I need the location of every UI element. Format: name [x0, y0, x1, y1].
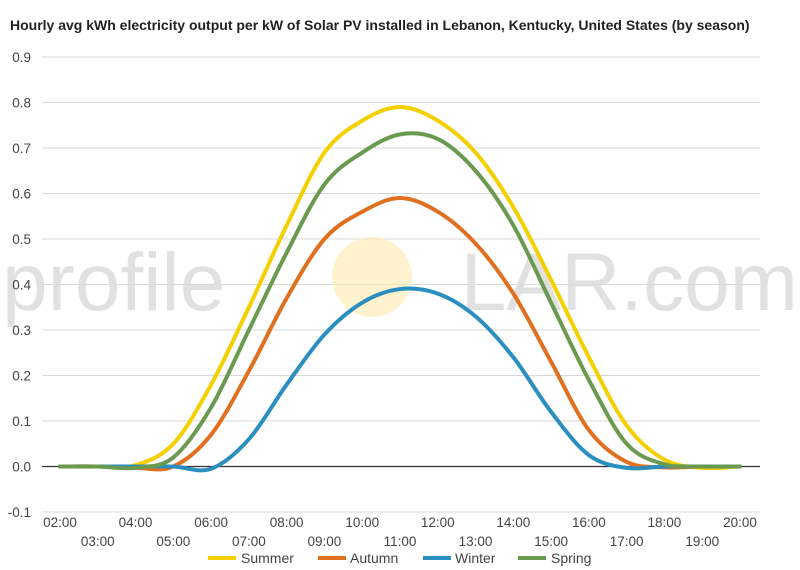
- x-tick-label: 19:00: [685, 534, 719, 549]
- x-tick-label: 12:00: [421, 515, 455, 530]
- legend-label: Summer: [241, 550, 294, 566]
- x-tick-label: 20:00: [723, 515, 757, 530]
- x-tick-label: 13:00: [459, 534, 493, 549]
- chart-title: Hourly avg kWh electricity output per kW…: [10, 17, 750, 33]
- series-line-winter: [58, 286, 742, 473]
- y-tick-label: -0.1: [8, 505, 31, 520]
- x-tick-label: 16:00: [572, 515, 606, 530]
- watermark-text-left: profile: [2, 237, 225, 328]
- legend[interactable]: Summer Autumn Winter Spring: [208, 550, 591, 566]
- y-tick-label: 0.4: [12, 278, 31, 293]
- x-tick-label: 10:00: [345, 515, 379, 530]
- legend-item-spring[interactable]: Spring: [518, 550, 591, 566]
- x-tick-label: 02:00: [43, 515, 77, 530]
- x-tick-label: 11:00: [384, 534, 417, 549]
- legend-label: Spring: [551, 550, 591, 566]
- legend-item-summer[interactable]: Summer: [208, 550, 294, 566]
- x-tick-label: 14:00: [496, 515, 530, 530]
- y-tick-label: 0.0: [12, 460, 31, 475]
- y-tick-label: 0.8: [12, 96, 31, 111]
- y-tick-label: 0.2: [12, 369, 31, 384]
- y-axis-ticks: -0.1 0.0 0.1 0.2 0.3 0.4 0.5 0.6 0.7 0.8 0.9: [8, 50, 32, 520]
- series-line-spring: [58, 131, 742, 471]
- x-tick-label: 15:00: [534, 534, 568, 549]
- x-tick-label: 04:00: [119, 515, 153, 530]
- y-tick-label: 0.7: [12, 141, 31, 156]
- x-tick-label: 06:00: [194, 515, 228, 530]
- y-tick-label: 0.9: [12, 50, 31, 65]
- x-tick-label: 05:00: [156, 534, 190, 549]
- x-tick-label: 18:00: [648, 515, 682, 530]
- x-tick-label: 08:00: [270, 515, 304, 530]
- y-tick-label: 0.5: [12, 232, 31, 247]
- x-tick-label: 09:00: [308, 534, 342, 549]
- legend-label: Winter: [455, 550, 496, 566]
- y-tick-label: 0.1: [12, 414, 31, 429]
- watermark-text-right: LAR.com: [461, 237, 798, 328]
- x-tick-label: 03:00: [81, 534, 115, 549]
- legend-item-autumn[interactable]: Autumn: [318, 550, 398, 566]
- series-lines: [58, 105, 742, 473]
- x-tick-label: 07:00: [232, 534, 266, 549]
- series-line-summer: [58, 105, 742, 471]
- y-tick-label: 0.3: [12, 323, 31, 338]
- legend-label: Autumn: [350, 550, 398, 566]
- legend-item-winter[interactable]: Winter: [423, 550, 496, 566]
- watermark-sun: [332, 237, 412, 317]
- y-tick-label: 0.6: [12, 187, 31, 202]
- x-tick-label: 17:00: [610, 534, 644, 549]
- gridlines: [42, 56, 760, 513]
- watermark: profile LAR.com: [2, 237, 798, 328]
